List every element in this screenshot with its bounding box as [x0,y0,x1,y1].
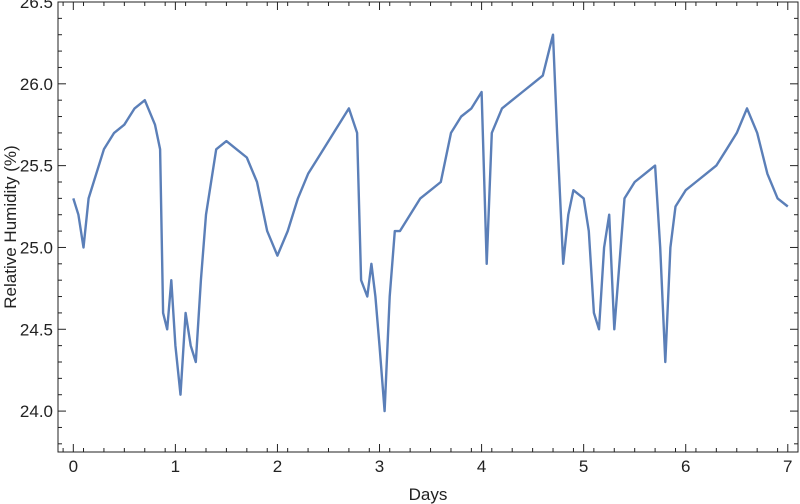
ticks-layer [58,1,799,452]
x-tick-label: 3 [375,457,384,476]
x-tick-label: 6 [681,457,690,476]
y-tick-label: 24.0 [20,402,53,421]
y-tick-label: 26.5 [20,0,53,12]
x-tick-label: 0 [69,457,78,476]
plot-frame [57,1,799,453]
y-tick-label: 24.5 [20,320,53,339]
y-axis-title: Relative Humidity (%) [1,145,20,308]
y-tick-label: 25.0 [20,238,53,257]
y-tick-label: 26.0 [20,75,53,94]
humidity-series-line [72,33,789,413]
x-tick-label: 4 [477,457,486,476]
x-tick-label: 1 [171,457,180,476]
x-tick-label: 5 [579,457,588,476]
x-tick-label: 7 [783,457,792,476]
y-tick-label: 25.5 [20,157,53,176]
x-tick-label: 2 [273,457,282,476]
tick-labels-layer: 0 1 2 3 4 5 6 7 24.0 24.5 25.0 25.5 26.0 26.5 [20,0,793,476]
x-axis-title: Days [409,485,448,504]
